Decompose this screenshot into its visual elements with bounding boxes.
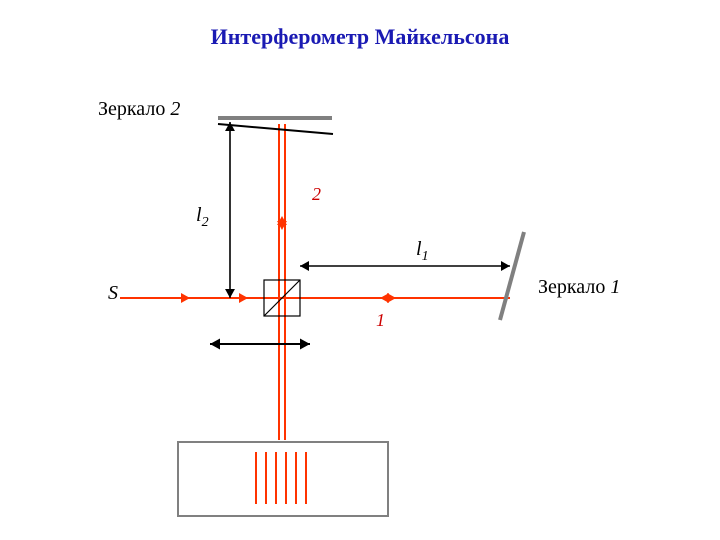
source-label: S	[108, 282, 118, 304]
label-l1: l1	[416, 238, 429, 265]
detector-screen	[178, 442, 388, 516]
mirror-1-number: 1	[610, 276, 620, 298]
ray-2-label: 2	[312, 184, 321, 204]
mirror-1	[500, 232, 524, 320]
l2-sub: 2	[202, 215, 209, 230]
label-ray-1: 1	[376, 310, 385, 331]
diagram-svg	[0, 0, 720, 540]
label-mirror-1: Зеркало 1	[538, 276, 620, 299]
mirror-2-number: 2	[170, 98, 180, 120]
label-source-s: S	[108, 282, 118, 305]
ray-1-label: 1	[376, 310, 385, 330]
diagram-stage: Интерферометр Майкельсона Зеркало 2 Зерк…	[0, 0, 720, 540]
label-ray-2: 2	[312, 184, 321, 205]
mirror-2-tilted	[218, 124, 333, 134]
mirror-2-text: Зеркало	[98, 98, 170, 120]
label-mirror-2: Зеркало 2	[98, 98, 180, 121]
mirror-1-text: Зеркало	[538, 276, 610, 298]
l1-sub: 1	[422, 249, 429, 264]
label-l2: l2	[196, 204, 209, 231]
